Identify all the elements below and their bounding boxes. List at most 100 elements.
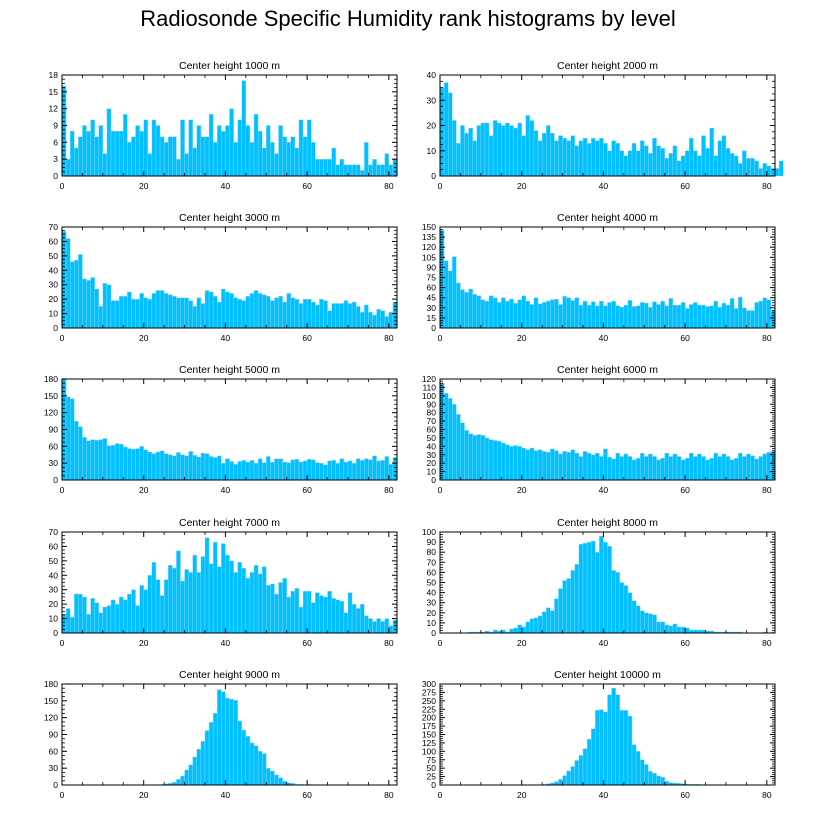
histogram-bar [86,614,91,634]
histogram-bar [521,447,526,481]
x-tick-label: 80 [384,485,394,495]
histogram-bar [364,304,369,329]
histogram-bar [237,562,242,634]
histogram-panel-8: Center height 8000 m01020304050607080901… [422,517,776,648]
histogram-bar [529,120,535,177]
histogram-bar [762,163,768,177]
histogram-bar [611,458,616,481]
x-tick-label: 0 [60,790,65,800]
histogram-bar [282,461,287,481]
y-tick-label: 0 [431,323,436,333]
histogram-bar [192,306,198,329]
histogram-bar [74,420,79,481]
histogram-bar [360,460,365,481]
histogram-bar [282,136,287,177]
y-tick-label: 100 [422,746,436,756]
histogram-bar [302,136,308,177]
histogram-bar [163,293,169,329]
y-tick-label: 60 [49,236,59,246]
histogram-bar [456,414,461,481]
histogram-bar [492,440,498,481]
x-tick-label: 40 [599,485,609,495]
y-tick-label: 180 [44,374,58,384]
histogram-bar [550,132,555,177]
histogram-bar [286,596,291,634]
histogram-bar [529,304,535,329]
y-tick-label: 300 [422,679,436,689]
histogram-bar [672,304,678,329]
histogram-bar [270,770,275,786]
histogram-bar [139,446,144,481]
histogram-bar [135,448,140,481]
histogram-bar [282,577,287,634]
x-tick-label: 80 [384,638,394,648]
y-tick-label: 10 [427,146,437,156]
histogram-bar [278,582,283,634]
y-tick-label: 90 [427,262,437,272]
histogram-bar [384,153,390,177]
x-tick-label: 40 [599,638,609,648]
histogram-bar [106,284,112,329]
histogram-bar [652,301,657,329]
histogram-bar [746,158,751,177]
histogram-bar [578,543,584,634]
histogram-bar [693,456,698,481]
histogram-bar [151,293,157,329]
y-tick-label: 15 [49,87,59,97]
histogram-bar [163,453,169,481]
histogram-bar [676,304,682,329]
histogram-bar [456,282,461,329]
histogram-bar [627,300,633,329]
histogram-bar [603,305,608,329]
histogram-bar [278,458,283,481]
histogram-bar [447,398,453,481]
x-tick-label: 20 [517,790,527,800]
histogram-bar [335,303,341,329]
histogram-bar [582,748,588,786]
y-tick-label: 90 [49,730,59,740]
histogram-bar [546,300,551,329]
histogram-bar [253,745,259,786]
histogram-bar [668,153,674,177]
histogram-panel-4: Center height 4000 m01530456075901051201… [422,212,776,343]
histogram-bar [611,300,616,329]
x-tick-label: 40 [221,638,231,648]
histogram-bar [286,293,291,329]
y-tick-label: 30 [49,763,59,773]
histogram-bar [639,140,645,177]
histogram-bar [208,114,214,177]
histogram-bar [713,155,719,177]
histogram-bar [245,735,251,786]
histogram-bar [680,626,686,634]
histogram-bar [168,294,173,329]
histogram-bar [302,298,308,329]
histogram-bar [61,614,67,634]
y-tick-label: 225 [422,704,436,714]
histogram-bar [472,140,477,177]
histogram-bar [118,443,124,481]
y-tick-label: 50 [427,763,437,773]
histogram-bar [664,158,669,177]
histogram-bar [212,541,218,634]
histogram-bar [168,564,173,634]
histogram-bar [278,296,283,329]
histogram-bar [631,744,637,786]
y-tick-label: 135 [422,232,436,242]
histogram-bar [554,781,559,786]
histogram-bar [619,306,625,329]
y-tick-label: 20 [49,294,59,304]
histogram-bar [590,454,596,481]
histogram-bar [697,453,702,481]
histogram-bar [335,599,341,634]
histogram-bar [204,730,210,786]
histogram-bar [456,142,461,177]
x-tick-label: 0 [60,181,65,191]
histogram-bar [360,603,365,634]
y-tick-label: 50 [49,556,59,566]
histogram-bar [225,697,230,786]
histogram-bar [648,306,653,329]
histogram-bar [94,439,99,481]
histogram-bar [204,136,210,177]
x-tick-label: 80 [762,790,772,800]
histogram-bar [237,119,242,177]
